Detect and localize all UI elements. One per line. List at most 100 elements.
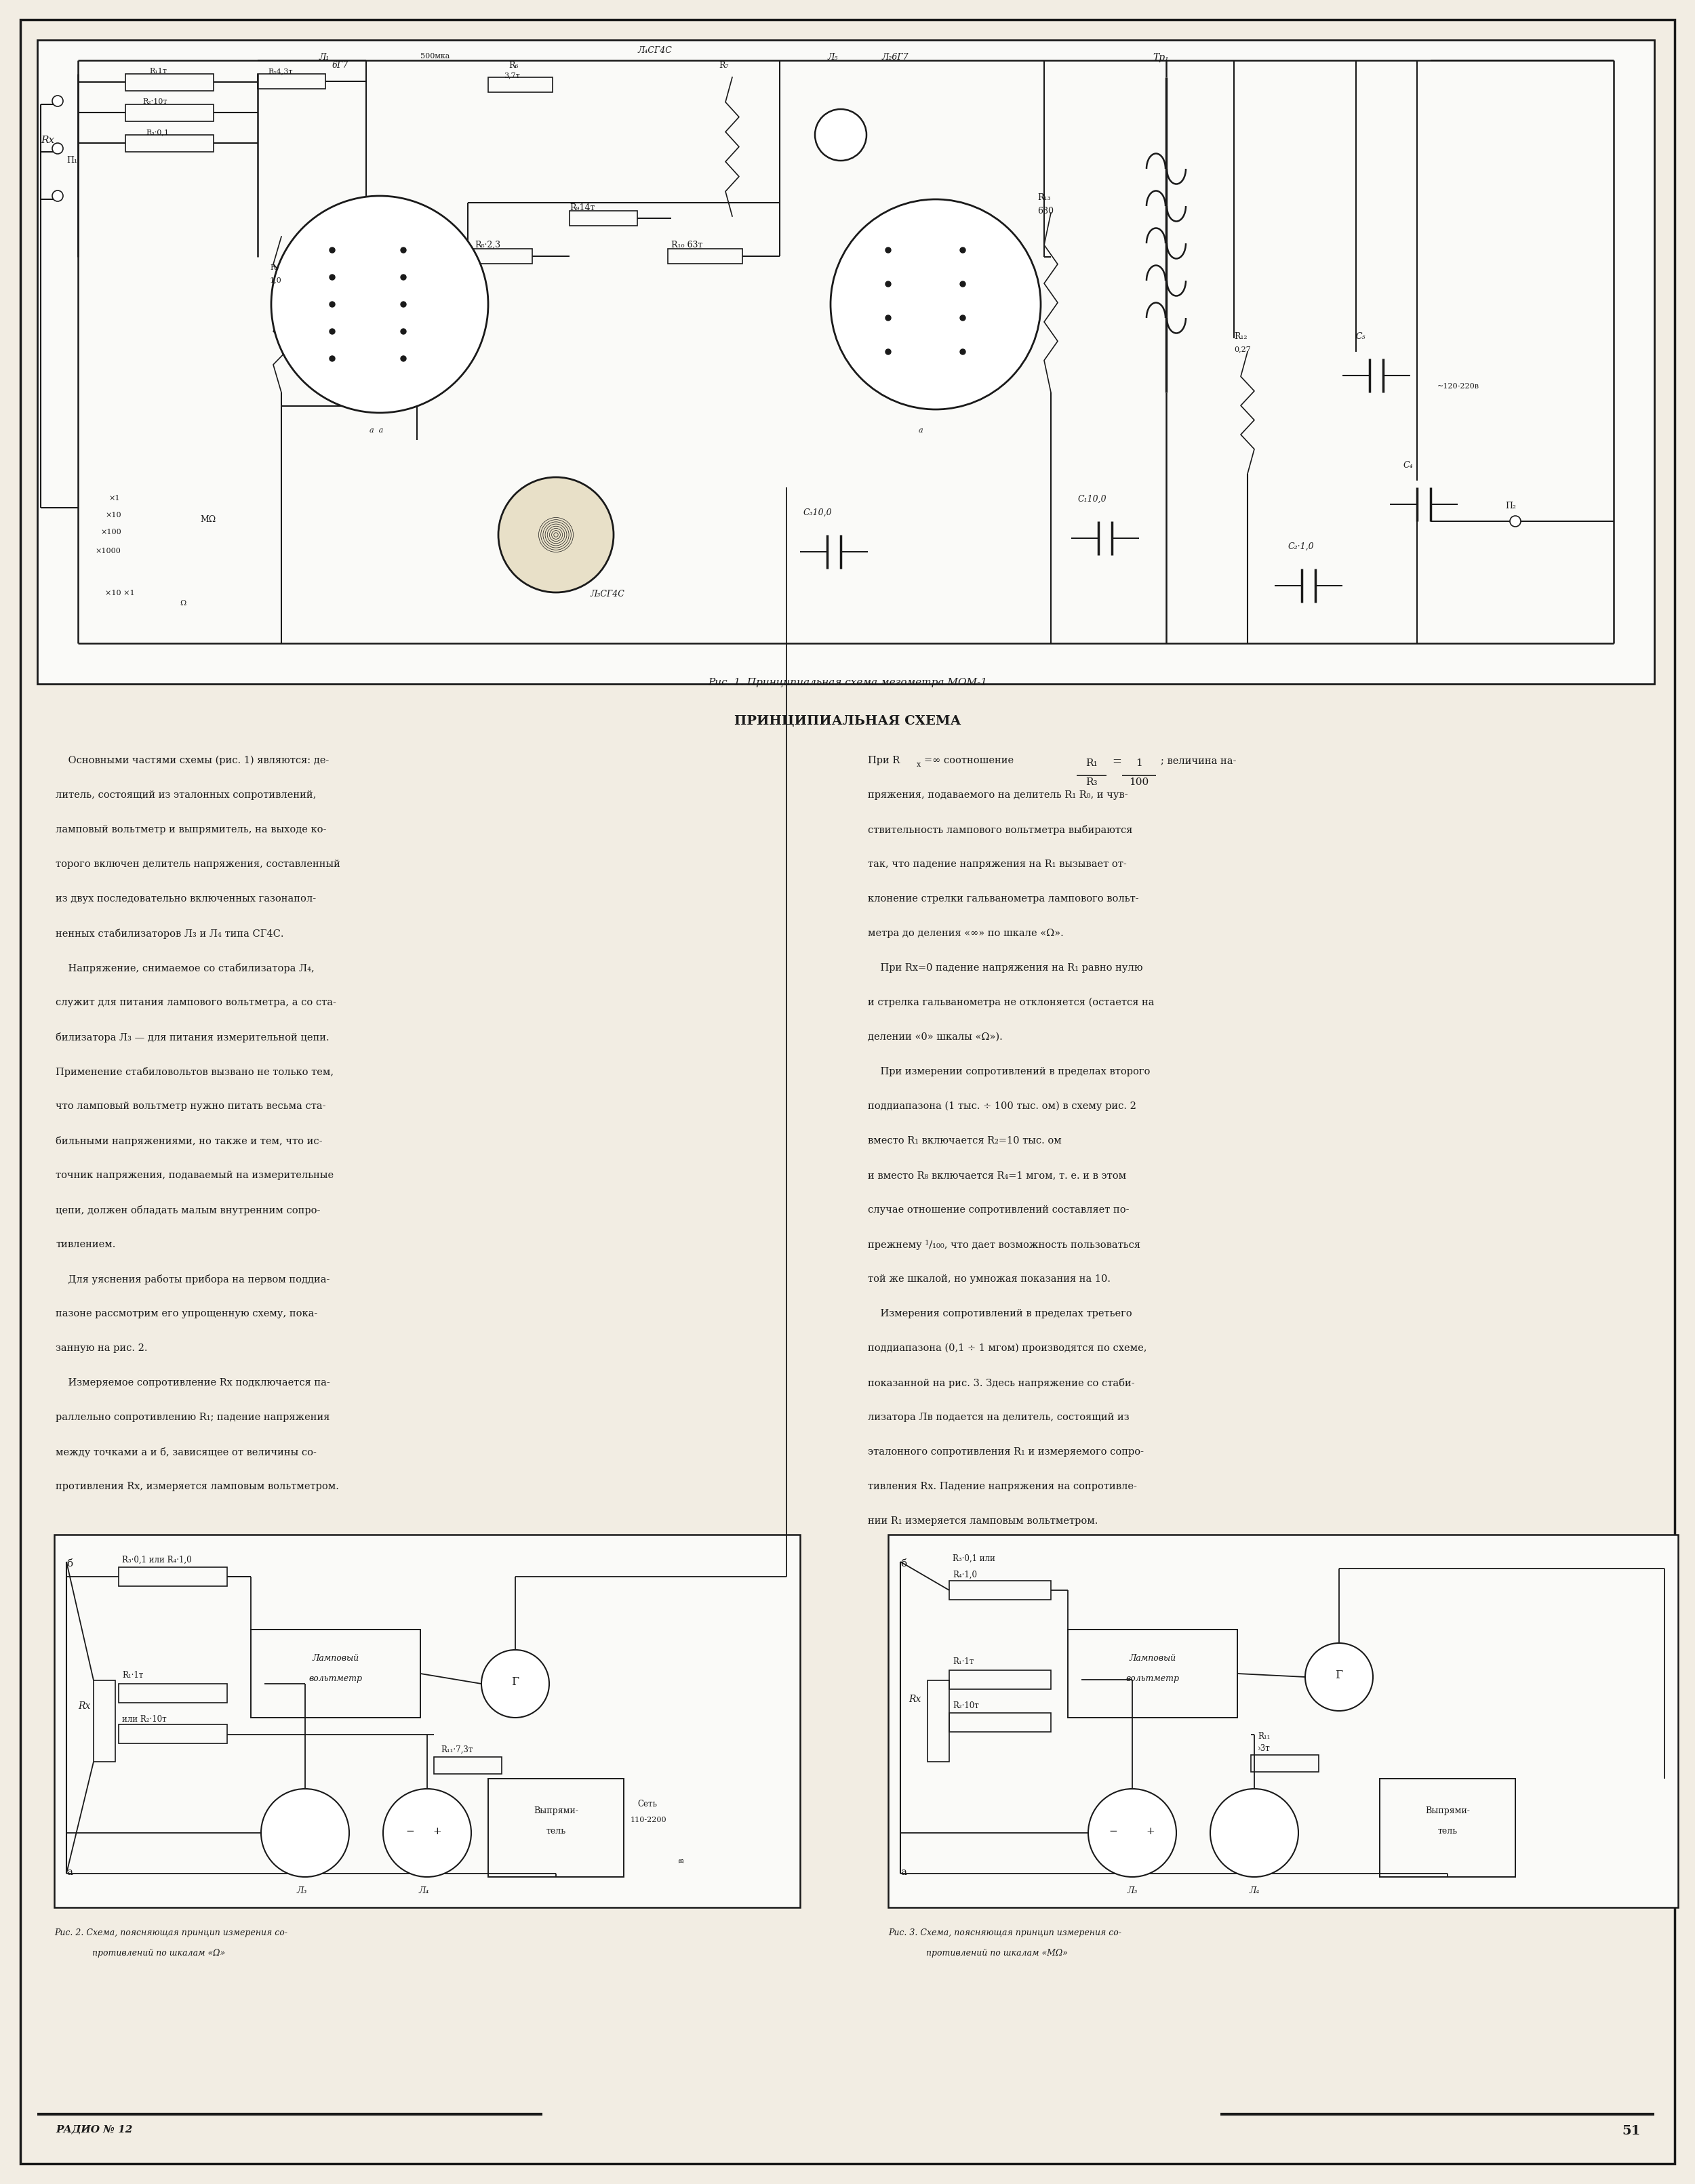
Text: нии R₁ измеряется ламповым вольтметром.: нии R₁ измеряется ламповым вольтметром. [868,1516,1098,1524]
Text: R₁₀ 63т: R₁₀ 63т [671,240,703,249]
Text: С₄: С₄ [1403,461,1414,470]
Circle shape [959,317,966,321]
Text: Г: Г [512,1675,519,1688]
Text: R₆: R₆ [509,61,519,70]
Bar [37,41,1654,684]
Text: Рис. 1. Принципиальная схема мегометра МОМ-1: Рис. 1. Принципиальная схема мегометра М… [709,677,986,688]
Text: 3,7т: 3,7т [503,72,520,79]
Bar [125,74,214,92]
Text: между точками a и б, зависящее от величины со-: между точками a и б, зависящее от величи… [56,1446,317,1457]
Bar [570,212,637,227]
Text: Л₄: Л₄ [419,1885,429,1896]
Text: Ламповый: Ламповый [1129,1653,1176,1662]
Circle shape [1210,1789,1298,1876]
Bar [949,1671,1051,1690]
Circle shape [1305,1642,1373,1710]
Text: так, что падение напряжения на R₁ вызывает от-: так, что падение напряжения на R₁ вызыва… [868,858,1127,869]
Text: R₈·2,3: R₈·2,3 [475,240,500,249]
Text: 680: 680 [1037,207,1054,216]
Text: и вместо R₈ включается R₄=1 мгом, т. е. и в этом: и вместо R₈ включается R₄=1 мгом, т. е. … [868,1171,1125,1179]
Text: Для уяснения работы прибора на первом поддиа-: Для уяснения работы прибора на первом по… [56,1273,331,1284]
Text: противлений по шкалам «Ω»: противлений по шкалам «Ω» [54,1948,225,1957]
Text: Напряжение, снимаемое со стабилизатора Л₄,: Напряжение, снимаемое со стабилизатора Л… [56,963,315,974]
Text: R₁·1т: R₁·1т [953,1658,975,1666]
Circle shape [329,275,336,280]
Text: в: в [676,1859,686,1863]
Text: Л₁: Л₁ [319,52,329,61]
Text: −: − [1109,1826,1117,1837]
Text: 0,27: 0,27 [1234,345,1251,352]
Text: Сеть: Сеть [637,1800,658,1808]
Text: С₅: С₅ [1356,332,1366,341]
Bar [1068,1629,1237,1719]
Text: Л₃: Л₃ [297,1885,307,1896]
Text: +: + [1146,1826,1154,1837]
Text: б: б [900,1559,907,1568]
Text: ствительность лампового вольтметра выбираются: ствительность лампового вольтметра выбир… [868,826,1132,834]
Text: МΩ: МΩ [200,515,215,524]
Circle shape [53,190,63,201]
Text: поддиапазона (0,1 ÷ 1 мгом) производятся по схеме,: поддиапазона (0,1 ÷ 1 мгом) производятся… [868,1343,1148,1352]
Bar [258,74,325,90]
Circle shape [885,249,892,253]
Circle shape [400,249,407,253]
Circle shape [53,96,63,107]
Text: −: − [405,1826,415,1837]
Bar [1380,1778,1515,1876]
Text: ×10: ×10 [105,511,120,518]
Text: R₁·1т: R₁·1т [122,1671,144,1679]
Text: 500мка: 500мка [420,52,449,59]
Text: что ламповый вольтметр нужно питать весьма ста-: что ламповый вольтметр нужно питать весь… [56,1101,325,1112]
Text: Л₂6Г7: Л₂6Г7 [881,52,909,61]
Text: бильными напряжениями, но также и тем, что ис-: бильными напряжениями, но также и тем, ч… [56,1136,322,1147]
Text: 51: 51 [1622,2125,1641,2136]
Text: Л₅: Л₅ [827,52,837,61]
Text: =∞ соотношение: =∞ соотношение [924,756,1014,764]
Text: R₉14т: R₉14т [570,203,595,212]
Text: +: + [432,1826,442,1837]
Text: R₃: R₃ [1086,778,1098,786]
Text: С₃10,0: С₃10,0 [803,509,832,518]
Text: точник напряжения, подаваемый на измерительные: точник напряжения, подаваемый на измерит… [56,1171,334,1179]
Text: 110-2200: 110-2200 [631,1817,666,1824]
Text: а: а [66,1867,73,1876]
Text: R₃·0,1 или: R₃·0,1 или [953,1553,995,1562]
Text: R₁₃: R₁₃ [1037,192,1051,201]
Text: случае отношение сопротивлений составляет по-: случае отношение сопротивлений составляе… [868,1206,1129,1214]
Text: поддиапазона (1 тыс. ÷ 100 тыс. ом) в схему рис. 2: поддиапазона (1 тыс. ÷ 100 тыс. ом) в сх… [868,1101,1136,1112]
Bar [434,1758,502,1773]
Text: раллельно сопротивлению R₁; падение напряжения: раллельно сопротивлению R₁; падение напр… [56,1413,331,1422]
Text: прежнему ¹/₁₀₀, что дает возможность пользоваться: прежнему ¹/₁₀₀, что дает возможность пол… [868,1238,1141,1249]
Text: =: = [1112,756,1122,767]
Text: R₁₂: R₁₂ [1234,332,1248,341]
Circle shape [885,317,892,321]
Text: x: x [917,760,920,769]
Circle shape [885,282,892,288]
Circle shape [885,349,892,356]
Circle shape [959,282,966,288]
Text: противлений по шкалам «МΩ»: противлений по шкалам «МΩ» [888,1948,1068,1957]
Text: 1: 1 [1136,758,1142,769]
Bar [927,1679,949,1762]
Bar [93,1679,115,1762]
Circle shape [959,349,966,356]
Bar [488,1778,624,1876]
Text: клонение стрелки гальванометра лампового вольт-: клонение стрелки гальванометра лампового… [868,893,1139,904]
Text: Л₃СГ4С: Л₃СГ4С [590,590,624,598]
Text: 1,0: 1,0 [270,277,281,284]
Text: П₂: П₂ [1505,502,1515,511]
Text: Rх: Rх [41,135,54,144]
Text: Л₄СГ4С: Л₄СГ4С [637,46,671,55]
Circle shape [329,330,336,334]
Text: литель, состоящий из эталонных сопротивлений,: литель, состоящий из эталонных сопротивл… [56,791,317,799]
Text: Основными частями схемы (рис. 1) являются: де-: Основными частями схемы (рис. 1) являютс… [56,756,329,764]
Text: эталонного сопротивления R₁ и измеряемого сопро-: эталонного сопротивления R₁ и измеряемог… [868,1446,1144,1457]
Text: тель: тель [1437,1826,1458,1835]
Text: ×10 ×1: ×10 ×1 [105,590,134,596]
Text: Тр₁: Тр₁ [1153,52,1170,63]
Text: вольтметр: вольтметр [308,1673,363,1682]
Text: R₅4,3т: R₅4,3т [268,68,293,74]
Circle shape [1088,1789,1176,1876]
Circle shape [271,197,488,413]
Text: ; величина на-: ; величина на- [1161,756,1236,764]
